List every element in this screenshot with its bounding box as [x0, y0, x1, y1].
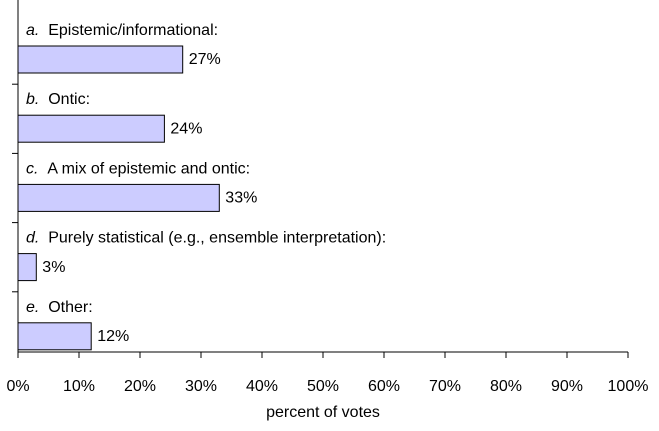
bar	[17, 114, 165, 143]
x-axis-label: percent of votes	[266, 404, 380, 421]
value-label: 33%	[225, 190, 257, 207]
x-tick-label: 40%	[246, 378, 278, 395]
x-tick-label: 30%	[185, 378, 217, 395]
x-tick-label: 80%	[490, 378, 522, 395]
category-label: e. Other:	[26, 299, 93, 316]
value-label: 12%	[97, 328, 129, 345]
category-label: d. Purely statistical (e.g., ensemble in…	[26, 230, 386, 247]
x-tick-label: 100%	[608, 378, 649, 395]
x-tick-label: 20%	[124, 378, 156, 395]
bar	[17, 322, 92, 351]
bar	[17, 253, 37, 282]
category-label: c. A mix of epistemic and ontic:	[26, 161, 250, 178]
x-tick-label: 10%	[63, 378, 95, 395]
value-label: 27%	[189, 51, 221, 68]
x-tick-label: 70%	[429, 378, 461, 395]
x-tick-label: 90%	[551, 378, 583, 395]
x-tick-label: 50%	[307, 378, 339, 395]
x-tick-label: 60%	[368, 378, 400, 395]
value-label: 24%	[170, 120, 202, 137]
category-label: a. Epistemic/informational:	[26, 22, 218, 39]
bar	[17, 183, 220, 212]
x-tick-label: 0%	[6, 378, 29, 395]
category-label: b. Ontic:	[26, 91, 90, 108]
value-label: 3%	[42, 259, 65, 276]
bar	[17, 45, 184, 74]
